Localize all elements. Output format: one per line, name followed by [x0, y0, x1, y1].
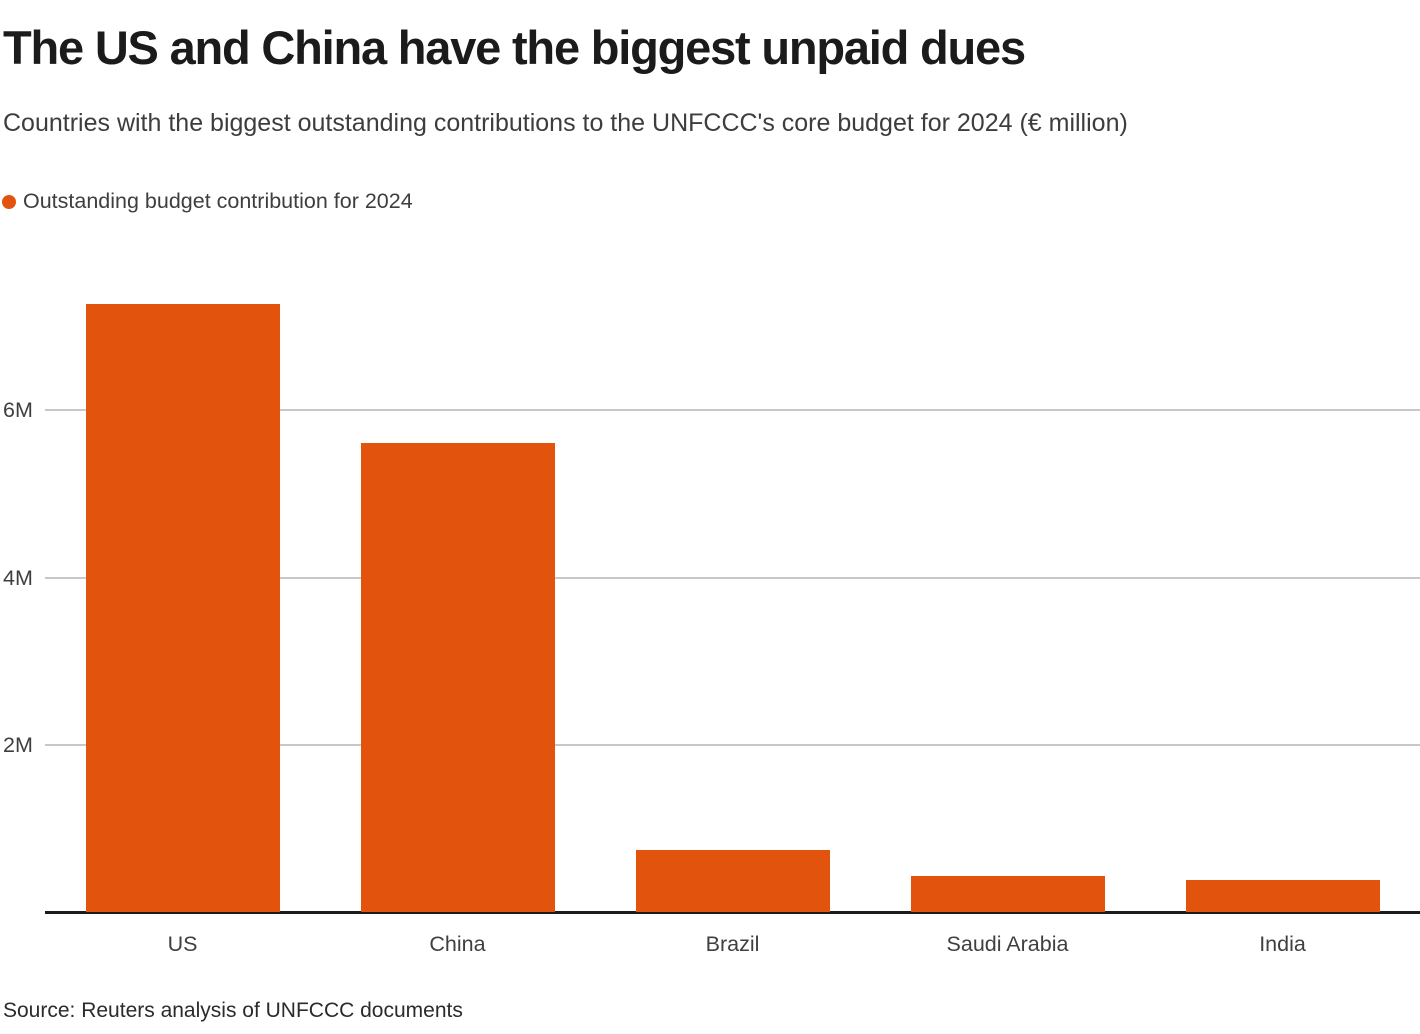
x-tick-label-china: China — [429, 932, 486, 956]
x-tick-label-us: US — [167, 932, 198, 956]
bar-saudi-arabia — [910, 876, 1105, 912]
x-tick-label-saudi-arabia: Saudi Arabia — [946, 932, 1069, 956]
y-tick-label-2m: 2M — [3, 732, 33, 757]
bar-brazil — [635, 850, 830, 912]
source-note: Source: Reuters analysis of UNFCCC docum… — [3, 999, 463, 1022]
x-tick-label-brazil: Brazil — [705, 932, 760, 956]
y-tick-label-4m: 4M — [3, 565, 33, 590]
legend-swatch-icon — [2, 194, 16, 209]
legend-label: Outstanding budget contribution for 2024 — [23, 189, 413, 213]
legend: Outstanding budget contribution for 2024 — [2, 189, 413, 214]
bar-india — [1185, 880, 1380, 912]
chart-title: The US and China have the biggest unpaid… — [3, 21, 1026, 74]
bar-china — [360, 443, 555, 912]
x-axis-line — [45, 911, 1420, 914]
bar-us — [85, 304, 280, 912]
x-tick-label-india: India — [1259, 932, 1306, 956]
chart-subtitle: Countries with the biggest outstanding c… — [3, 109, 1128, 137]
y-tick-label-6m: 6M — [3, 398, 33, 423]
